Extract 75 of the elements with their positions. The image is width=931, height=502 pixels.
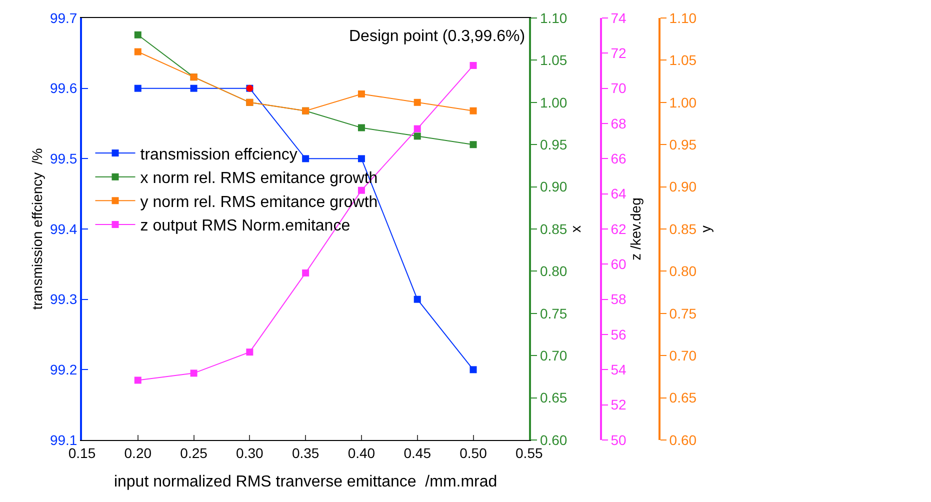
point (190, 84, 198, 92)
y2-tick-label: 0.65 (540, 390, 568, 406)
y-tick-label: 99.6 (50, 80, 78, 96)
y3-axis-title: z /kev.deg (627, 198, 644, 260)
x-tick-label: 0.50 (460, 444, 488, 461)
text: 0.60 (669, 432, 697, 448)
y2-tick-label: 0.80 (540, 263, 568, 280)
text: 1.00 (669, 94, 697, 110)
point (302, 155, 310, 162)
text: 0.85 (669, 220, 697, 237)
x-axis-title: input normalized RMS tranverse emittance /mm.mrad (114, 474, 498, 490)
y2-tick-label: 0.90 (540, 178, 568, 195)
point (414, 125, 421, 132)
x-tick-label: 0.45 (404, 444, 432, 461)
y-tick-label: 99.2 (50, 362, 78, 378)
y2-tick-label: 1.10 (540, 10, 568, 26)
text: 0.80 (669, 263, 697, 280)
y3-tick-label: 56 (610, 326, 627, 342)
y3-tick-label: 68 (610, 115, 627, 132)
y2-axis-title: x (567, 226, 584, 232)
text: 0.95 (669, 136, 697, 152)
y3-tick-label: 54 (610, 362, 627, 378)
text: 0.90 (669, 178, 697, 195)
point (414, 98, 421, 106)
text: y (698, 226, 714, 232)
x-tick-label: 0.35 (292, 444, 320, 461)
y3-tick-label: 60 (610, 256, 627, 272)
point (470, 107, 477, 114)
point (358, 155, 365, 162)
y-axis-title: transmission effciency /% (29, 148, 46, 310)
y3-tick-label: 74 (610, 10, 627, 26)
point (470, 62, 477, 69)
y-tick-label: 99.4 (50, 220, 78, 237)
y3-tick-label: 52 (610, 396, 627, 413)
point (134, 31, 142, 38)
y2-tick-label: 0.75 (540, 305, 568, 322)
y2-tick-label: 0.70 (540, 348, 568, 364)
y3-tick-label: 62 (610, 220, 627, 237)
text: 1.10 (669, 10, 697, 26)
point (358, 124, 365, 132)
y2-tick-label: 1.05 (540, 52, 568, 68)
y2-tick-label: 1.00 (540, 94, 568, 110)
x-tick-label: 0.25 (180, 444, 208, 461)
point (414, 132, 421, 140)
point (470, 366, 477, 374)
y-tick-label: 99.5 (50, 150, 78, 167)
x-tick-label: 0.20 (124, 444, 152, 461)
x-tick-label: 0.40 (348, 444, 376, 461)
y3-tick-label: 58 (610, 291, 627, 308)
legend-label: transmission effciency (140, 146, 298, 164)
point (302, 269, 310, 276)
text: 0.65 (669, 390, 697, 406)
point (190, 370, 198, 377)
y3-tick-label: 50 (610, 432, 627, 448)
point (134, 48, 142, 56)
y2-tick-label: 0.85 (540, 220, 568, 237)
y3-tick-label: 70 (610, 80, 627, 96)
point (414, 296, 421, 303)
y-tick-label: 99.7 (50, 10, 78, 26)
y3-tick-label: 66 (610, 150, 627, 167)
annotation: Design point (0.3,99.6%) (349, 28, 526, 45)
text: 1.05 (669, 52, 697, 68)
point (470, 141, 477, 148)
y3-tick-label: 72 (610, 45, 627, 62)
y-tick-label: 99.3 (50, 291, 78, 308)
y2-tick-label: 0.95 (540, 136, 568, 152)
point (358, 90, 365, 98)
point (358, 186, 365, 194)
text: 0.75 (669, 305, 697, 322)
point (246, 348, 254, 356)
x-tick-label: 0.30 (236, 444, 264, 461)
y3-tick-label: 64 (610, 186, 627, 202)
point (134, 84, 142, 92)
point (134, 376, 142, 384)
text: 0.70 (669, 348, 697, 364)
